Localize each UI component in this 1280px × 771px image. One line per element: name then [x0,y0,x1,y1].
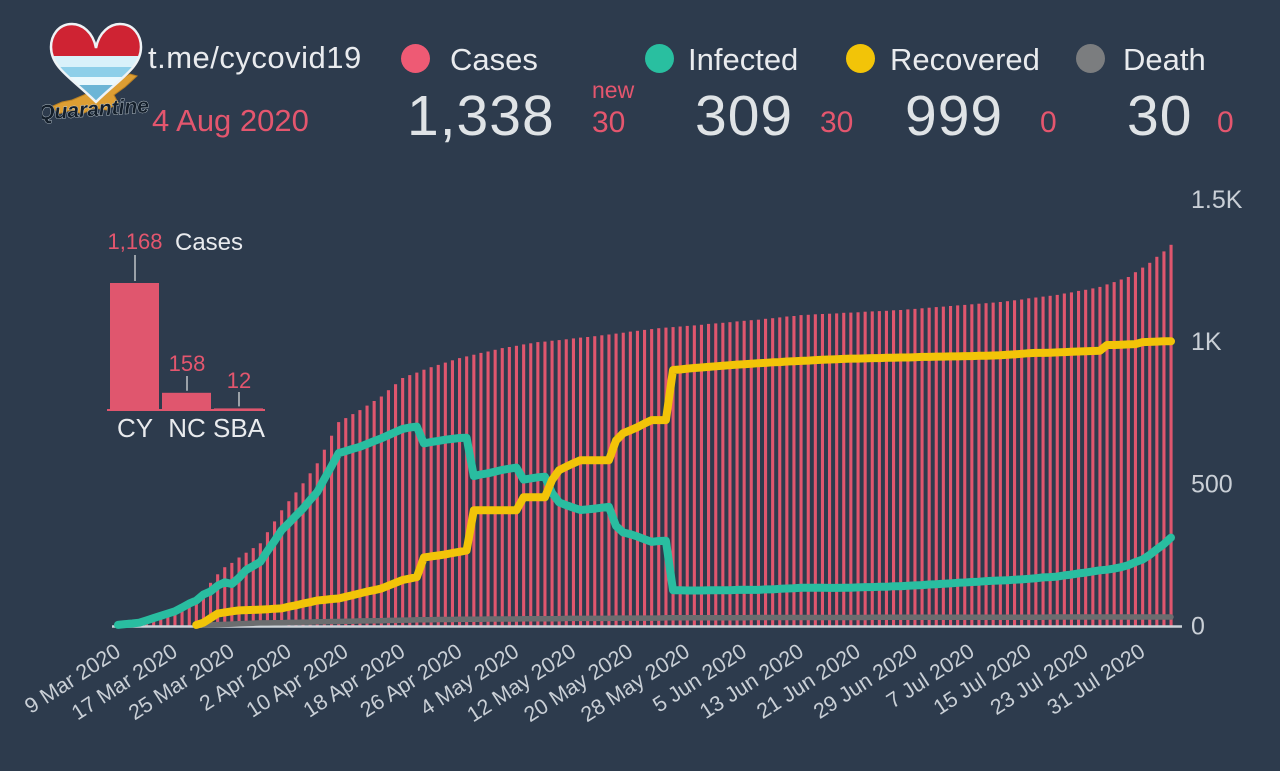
infected-dot-icon [645,44,674,73]
svg-text:1.5K: 1.5K [1191,186,1243,214]
infected-label: Infected [688,42,799,77]
quarantine-heart-logo: Quarantine [37,14,150,140]
recovered-line [192,337,1175,629]
recovered-total: 999 [905,84,1004,148]
inset-value-label: 1,168 [107,229,162,254]
inset-value-label: 12 [227,368,251,393]
inset-bar-chart: 1,168 CY 158 NC 12 SBA Cases [107,229,266,443]
cases-total: 1,338 [407,84,555,148]
inset-category-label: SBA [213,413,266,443]
channel-link[interactable]: t.me/cycovid19 [148,40,362,75]
inset-category-label: NC [168,413,206,443]
cases-bars [116,244,1173,626]
recovered-label: Recovered [890,42,1040,77]
death-total: 30 [1127,84,1193,148]
death-label: Death [1123,42,1206,77]
infected-line [114,422,1175,629]
svg-text:500: 500 [1191,470,1233,498]
infected-new-value: 30 [820,106,854,139]
svg-text:0: 0 [1191,613,1205,641]
inset-title: Cases [175,229,243,256]
cases-new-value: 30 [592,106,626,139]
svg-text:1K: 1K [1191,328,1222,356]
logo-graphic: Quarantine [37,22,150,125]
y-axis-labels: 0 500 1K 1.5K [1191,186,1243,641]
death-line [200,614,1174,628]
recovered-dot-icon [846,44,875,73]
report-date: 4 Aug 2020 [152,103,309,138]
infected-total: 309 [695,84,794,148]
cases-new-label: new [592,77,635,103]
cases-label: Cases [450,42,538,77]
death-new-value: 0 [1217,106,1234,139]
cases-dot-icon [401,44,430,73]
inset-category-label: CY [117,413,153,443]
death-dot-icon [1076,44,1105,73]
inset-bar-cy [110,283,159,410]
inset-bar-nc [162,392,211,410]
recovered-new-value: 0 [1040,106,1057,139]
inset-value-label: 158 [169,351,206,376]
